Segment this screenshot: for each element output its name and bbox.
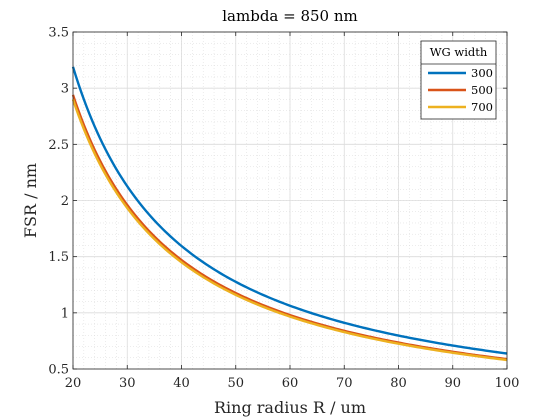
tick-labels: 20 30 40 50 60 70 80 90 100 0.5 1 1.5 2 2.5 3 3.5: [48, 26, 519, 392]
y-axis-label: FSR / nm: [21, 163, 40, 238]
x-tick-label: 20: [65, 376, 82, 391]
x-tick-label: 30: [119, 376, 136, 391]
series-line-300: [71, 66, 508, 355]
chart-title: lambda = 850 nm: [222, 7, 358, 25]
series-layer: [71, 66, 508, 362]
legend-label-700: 700: [471, 100, 493, 114]
legend: WG width 300 500 700: [420, 40, 497, 120]
x-tick-label: 90: [444, 376, 461, 391]
y-tick-label: 2: [61, 194, 69, 209]
axis-ticks: [72, 31, 508, 370]
x-tick-label: 40: [173, 376, 190, 391]
x-axis-label: Ring radius R / um: [214, 398, 366, 417]
x-tick-label: 70: [336, 376, 353, 391]
x-tick-label: 50: [227, 376, 244, 391]
y-tick-label: 3.5: [48, 26, 69, 41]
x-tick-label: 80: [390, 376, 407, 391]
series-line-700: [71, 99, 508, 362]
y-tick-label: 0.5: [48, 363, 69, 378]
legend-label-300: 300: [471, 66, 493, 80]
legend-label-500: 500: [471, 83, 493, 97]
y-tick-label: 1: [61, 306, 69, 321]
legend-title: WG width: [430, 45, 488, 59]
y-tick-label: 3: [61, 82, 69, 97]
y-tick-label: 2.5: [48, 138, 69, 153]
x-tick-label: 60: [282, 376, 299, 391]
x-tick-label: 100: [495, 376, 520, 391]
legend-items: 300 500 700: [428, 66, 493, 114]
y-tick-label: 1.5: [48, 250, 69, 265]
